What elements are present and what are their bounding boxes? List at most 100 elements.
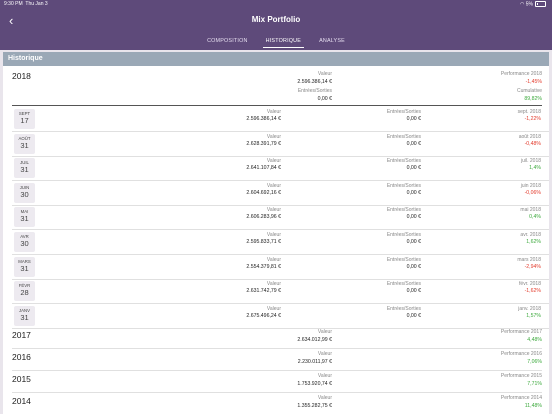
section-title: Historique	[3, 52, 549, 66]
year-row[interactable]: 2015 Valeur 1.753.920,74 € Performance 2015…	[12, 371, 542, 393]
calendar-date-badge: MARS 31	[14, 256, 35, 277]
tab-analyse[interactable]: ANALYSE	[319, 38, 345, 44]
day-label: 31	[20, 140, 29, 150]
day-label: 31	[20, 263, 29, 273]
year-row[interactable]: 2014 Valeur 1.355.282,75 € Performance 2014…	[12, 393, 542, 414]
performance-label: juin 2018	[520, 182, 541, 189]
entrees-sorties-label: Entrées/Sorties	[297, 88, 332, 94]
performance-value: 4,48%	[527, 337, 542, 343]
tab-composition[interactable]: COMPOSITION	[207, 38, 248, 44]
day-label: 17	[20, 116, 29, 125]
month-label: SEPT	[18, 111, 31, 116]
valeur-label: Valeur	[266, 182, 281, 189]
performance-label: Performance 2014	[500, 395, 542, 401]
history-card: Historique 2018 Valeur 2.596.386,14 € Entré…	[3, 52, 549, 414]
cumulative-value: 89,82%	[524, 96, 542, 102]
performance-label: Performance 2017	[500, 329, 542, 335]
performance-value: -1,62%	[524, 288, 541, 295]
row-divider	[12, 229, 549, 231]
performance-value: -0,06%	[524, 189, 541, 196]
month-label: MAI	[20, 209, 29, 215]
year-row-2018[interactable]: 2018 Valeur 2.596.386,14 € Entrées/Sorties 0…	[12, 69, 542, 105]
row-divider	[12, 392, 542, 393]
performance-value: -1,45%	[525, 79, 542, 85]
year-row[interactable]: 2016 Valeur 2.230.011,97 € Performance 2016…	[12, 349, 542, 371]
month-row[interactable]: JANV 31 Valeur 2.675.496,24 € Entrées/Sortie…	[3, 304, 549, 328]
valeur-value: 2.596.386,14 €	[297, 79, 332, 85]
valeur-label: Valeur	[266, 158, 281, 165]
calendar-date-badge: AOÛT 31	[14, 133, 35, 154]
month-row[interactable]: MAI 31 Valeur 2.606.283,96 € Entrées/Sorties…	[3, 205, 549, 229]
row-divider	[12, 278, 549, 280]
calendar-date-badge: MAI 31	[14, 207, 35, 228]
valeur-value: 2.606.283,96 €	[246, 214, 281, 221]
entrees-sorties-value: 0,00 €	[406, 263, 421, 270]
page-title: Mix Portfolio	[251, 15, 301, 24]
valeur-value: 2.604.692,16 €	[246, 189, 281, 196]
day-label: 31	[20, 214, 29, 224]
month-row[interactable]: MARS 31 Valeur 2.554.379,81 € Entrées/Sortie…	[3, 255, 549, 279]
valeur-label: Valeur	[317, 351, 332, 357]
calendar-date-badge: JUIL 31	[14, 158, 35, 179]
entrees-sorties-label: Entrées/Sorties	[386, 158, 421, 165]
performance-label: sept. 2018	[517, 109, 541, 115]
row-divider	[12, 303, 549, 305]
month-row[interactable]: JUIL 31 Valeur 2.641.107,84 € Entrées/Sortie…	[3, 156, 549, 180]
battery-percent: 5%	[525, 1, 533, 8]
row-divider	[12, 327, 549, 329]
row-divider	[12, 131, 549, 132]
performance-label: Performance 2015	[500, 373, 542, 379]
month-label: AVR	[20, 234, 29, 239]
battery-icon	[535, 1, 546, 7]
month-row[interactable]: AVR 30 Valeur 2.595.833,71 € Entrées/Sorties…	[3, 230, 549, 254]
valeur-label: Valeur	[266, 281, 281, 288]
valeur-value: 1.753.920,74 €	[297, 381, 332, 387]
month-row[interactable]: AOÛT 31 Valeur 2.628.391,79 € Entrées/Sortie…	[3, 132, 549, 156]
year-label: 2018	[12, 71, 31, 81]
performance-value: -2,94%	[524, 263, 541, 270]
performance-label: mai 2018	[520, 207, 541, 214]
performance-value: 1,57%	[526, 312, 541, 319]
valeur-value: 2.554.379,81 €	[246, 263, 281, 270]
row-divider	[12, 254, 549, 255]
back-button[interactable]: ‹	[9, 13, 14, 28]
calendar-date-badge: SEPT 17	[14, 109, 35, 129]
tab-historique[interactable]: HISTORIQUE	[262, 36, 305, 48]
tab-bar: COMPOSITION HISTORIQUE ANALYSE	[0, 36, 552, 50]
day-label: 30	[20, 189, 29, 199]
entrees-sorties-value: 0,00 €	[406, 116, 421, 122]
row-divider	[12, 180, 549, 182]
performance-label: août 2018	[518, 133, 541, 140]
valeur-value: 2.230.011,97 €	[297, 359, 332, 365]
performance-label: avr. 2018	[520, 232, 541, 238]
valeur-label: Valeur	[266, 109, 281, 115]
month-row[interactable]: FÉVR 28 Valeur 2.631.742,79 € Entrées/Sortie…	[3, 279, 549, 303]
entrees-sorties-label: Entrées/Sorties	[386, 109, 421, 115]
year-row[interactable]: 2017 Valeur 2.634.012,99 € Performance 2017…	[12, 327, 542, 349]
valeur-value: 2.596.386,14 €	[246, 116, 281, 122]
month-row[interactable]: SEPT 17 Valeur 2.596.386,14 € Entrées/Sortie…	[3, 107, 549, 131]
entrees-sorties-value: 0,00 €	[406, 312, 421, 319]
nav-header: 9:30 PM Thu Jan 3 ◠ 5% ‹ Mix Portfolio C…	[0, 0, 552, 50]
entrees-sorties-label: Entrées/Sorties	[386, 133, 421, 140]
row-divider	[12, 348, 542, 349]
calendar-date-badge: FÉVR 28	[14, 281, 35, 302]
valeur-label: Valeur	[266, 207, 281, 214]
performance-label: juil. 2018	[520, 158, 541, 165]
month-label: FÉVR	[18, 283, 31, 289]
valeur-value: 1.355.282,75 €	[297, 403, 332, 409]
valeur-label: Valeur	[266, 305, 281, 312]
year-label: 2017	[12, 330, 31, 340]
year-label: 2016	[12, 352, 31, 362]
performance-label: mars 2018	[517, 256, 541, 263]
performance-label: Performance 2016	[500, 351, 542, 357]
year-label: 2015	[12, 374, 31, 384]
entrees-sorties-label: Entrées/Sorties	[386, 281, 421, 288]
valeur-label: Valeur	[266, 133, 281, 140]
entrees-sorties-value: 0,00 €	[406, 165, 421, 172]
entrees-sorties-label: Entrées/Sorties	[386, 182, 421, 189]
month-row[interactable]: JUIN 30 Valeur 2.604.692,16 € Entrées/Sortie…	[3, 181, 549, 205]
row-divider	[12, 155, 549, 157]
valeur-value: 2.628.391,79 €	[246, 140, 281, 147]
valeur-label: Valeur	[317, 395, 332, 401]
